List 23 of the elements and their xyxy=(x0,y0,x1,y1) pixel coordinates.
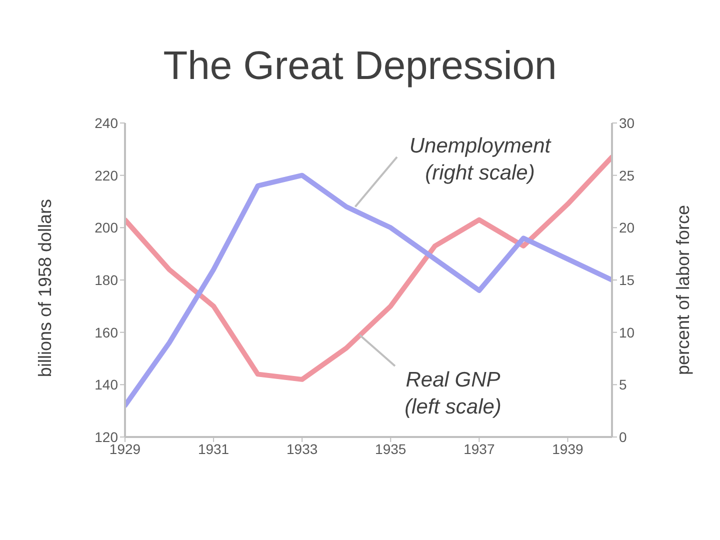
x-tick-label: 1939 xyxy=(552,440,584,457)
y-tick-label: 140 xyxy=(94,376,118,393)
x-tick-label: 1933 xyxy=(286,440,318,457)
y2-axis-title: percent of labor force xyxy=(673,204,693,376)
y2-tick-label: 15 xyxy=(619,272,635,288)
y2-tick-label: 0 xyxy=(619,428,627,445)
y2-tick-label: 10 xyxy=(619,324,635,340)
y-axis-title: billions of 1958 dollars xyxy=(35,198,55,378)
annotation: Unemployment (right scale) xyxy=(409,134,552,184)
y-tick-label: 220 xyxy=(94,167,118,184)
y2-tick-label: 20 xyxy=(619,220,635,236)
x-tick-label: 1937 xyxy=(464,440,495,457)
y2-tick-label: 5 xyxy=(619,376,627,393)
x-tick-label: 1931 xyxy=(198,440,230,457)
y-tick-label: 180 xyxy=(94,272,118,288)
x-tick-label: 1935 xyxy=(375,440,406,457)
y-tick-label: 160 xyxy=(94,324,118,340)
y-tick-label: 200 xyxy=(94,220,118,236)
y2-tick-label: 30 xyxy=(619,114,635,131)
y-tick-label: 240 xyxy=(94,114,118,131)
y2-tick-label: 25 xyxy=(619,167,635,184)
chart-title: The Great Depression xyxy=(163,44,557,88)
annotation: Real GNP (left scale) xyxy=(404,368,502,418)
